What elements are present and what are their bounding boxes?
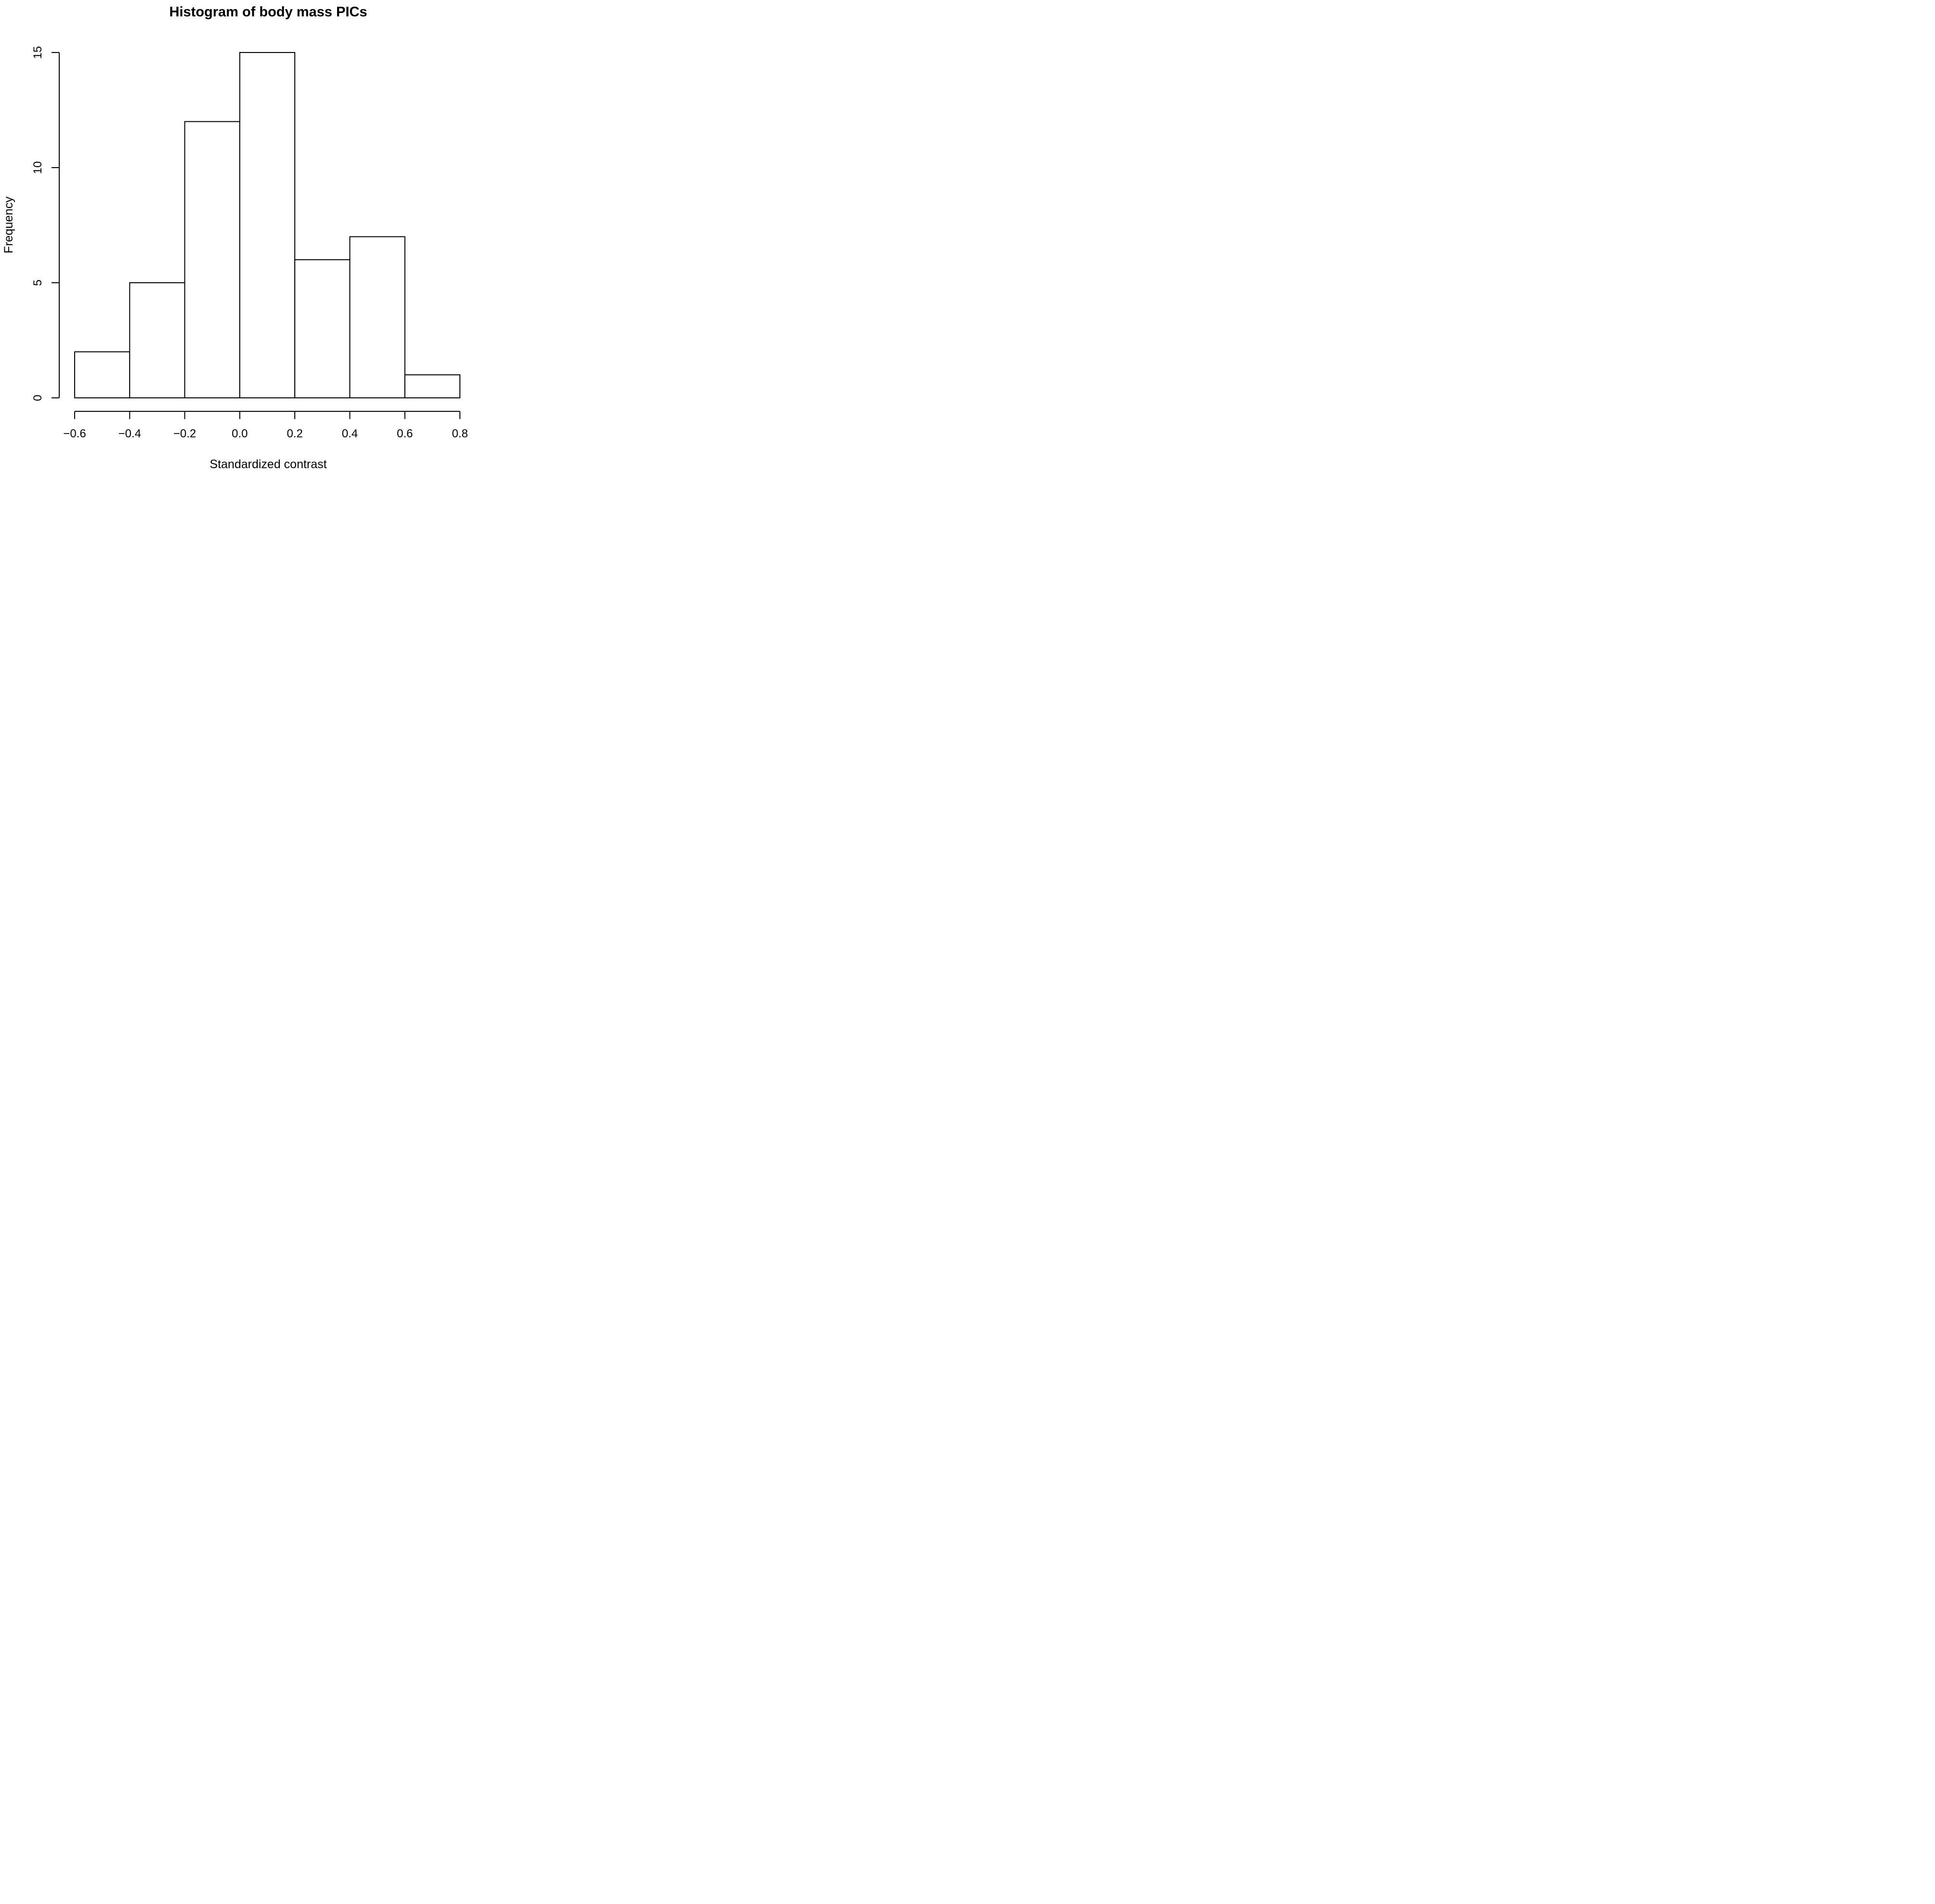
y-tick-label: 10 <box>31 161 44 174</box>
x-tick-label: −0.2 <box>173 427 196 440</box>
histogram-bar <box>404 374 461 399</box>
histogram-bar <box>349 236 405 398</box>
y-tick-label: 5 <box>31 279 44 286</box>
plot-svg: 0 5 10 15 −0.6 −0.4 −0.2 0.0 0.2 0.4 0.6 0.8 Histo… <box>2 4 468 471</box>
chart-title: Histogram of body mass PICs <box>170 4 367 20</box>
y-axis-label: Frequency <box>2 196 15 253</box>
histogram-bar <box>74 351 131 399</box>
x-tick-label: −0.6 <box>63 427 86 440</box>
x-tick-label: 0.2 <box>287 427 302 440</box>
bars-group <box>74 52 461 399</box>
x-tick-label: 0.0 <box>232 427 248 440</box>
histogram-figure: 0 5 10 15 −0.6 −0.4 −0.2 0.0 0.2 0.4 0.6 0.8 Histo… <box>0 0 484 476</box>
x-tick-label: 0.8 <box>452 427 468 440</box>
x-tick-label: 0.4 <box>342 427 358 440</box>
histogram-bar <box>129 282 185 398</box>
y-tick-label: 0 <box>31 394 44 401</box>
histogram-bar <box>184 121 240 398</box>
x-axis: −0.6 −0.4 −0.2 0.0 0.2 0.4 0.6 0.8 <box>63 411 468 440</box>
x-axis-label: Standardized contrast <box>209 458 327 471</box>
y-axis: 0 5 10 15 <box>31 46 60 401</box>
histogram-bar <box>239 52 296 398</box>
x-tick-label: 0.6 <box>397 427 413 440</box>
x-tick-label: −0.4 <box>118 427 141 440</box>
histogram-bar <box>294 259 351 398</box>
y-tick-label: 15 <box>31 46 44 59</box>
